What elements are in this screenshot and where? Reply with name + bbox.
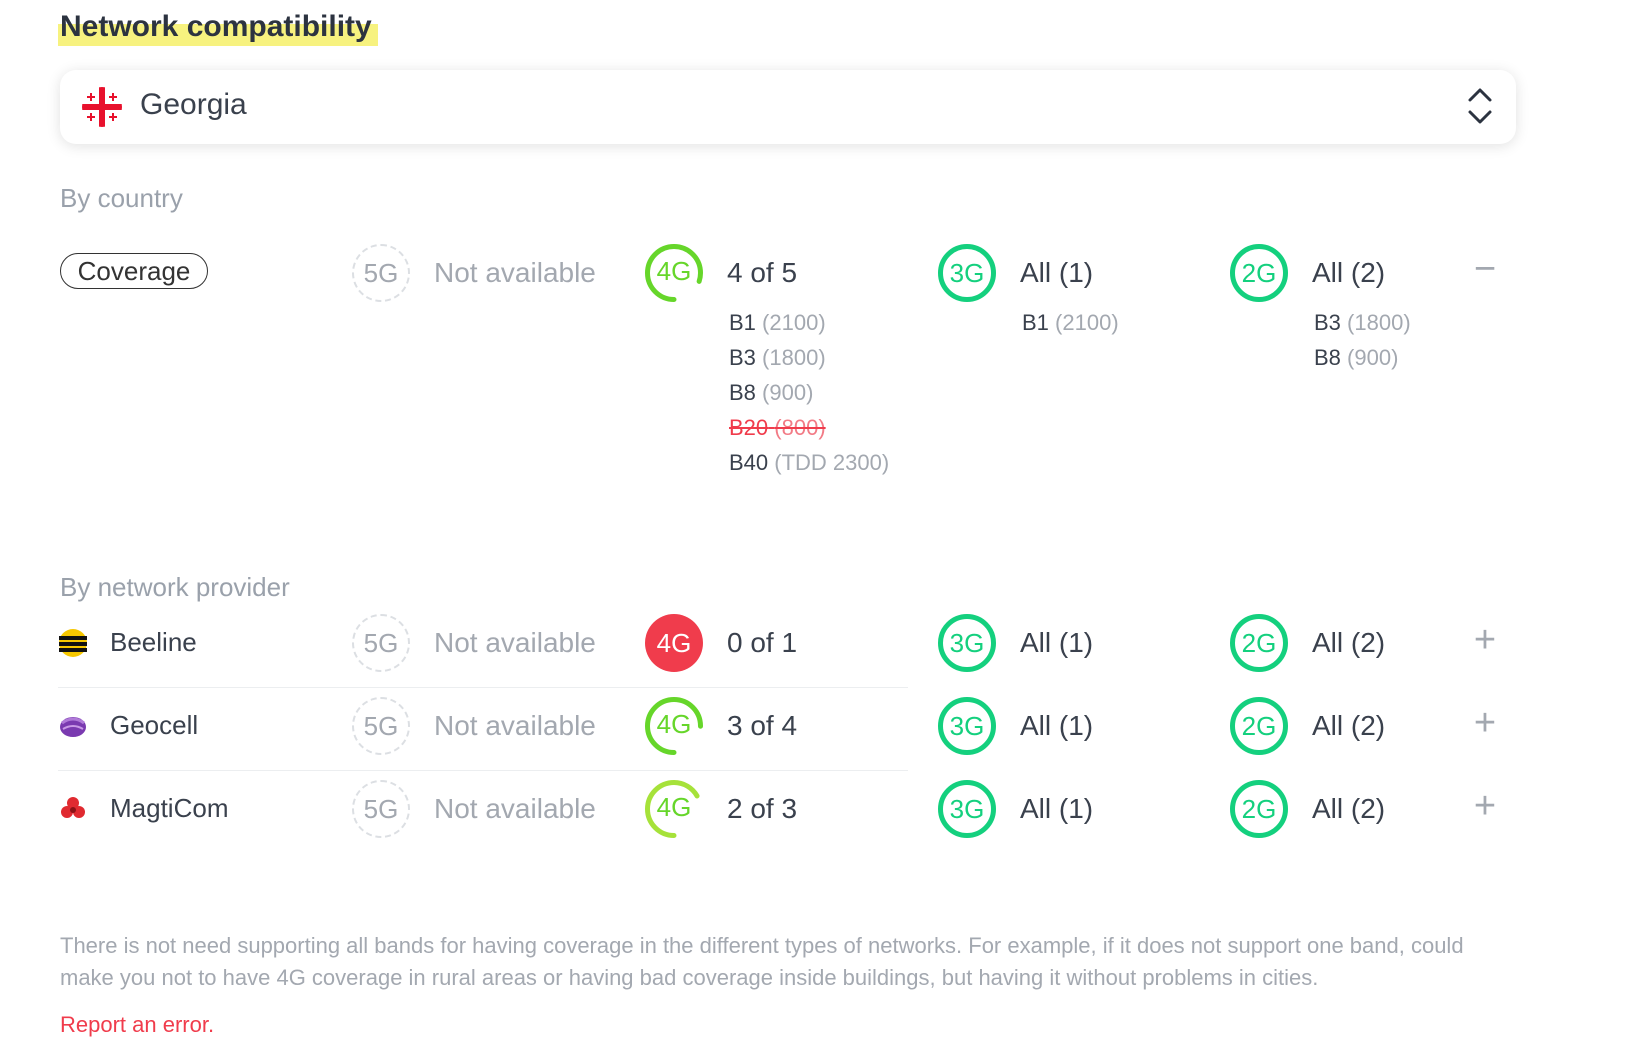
gen-4g-circle: 4G (645, 780, 703, 838)
provider-name: Geocell (110, 710, 199, 740)
gen-4g-status: 2 of 3 (727, 793, 798, 824)
collapse-toggle[interactable]: − (1473, 248, 1497, 290)
expand-toggle[interactable]: + (1473, 619, 1497, 661)
gen-4g-label: 4G (656, 256, 692, 286)
band-frequency: (1800) (762, 345, 826, 370)
gen-4g-circle: 4G (645, 697, 703, 755)
country-select[interactable]: Georgia (60, 70, 1516, 144)
gen-5g-circle: 5G (352, 780, 410, 838)
band-frequency: (1800) (1347, 310, 1411, 335)
gen-5g-circle: 5G (352, 244, 410, 302)
band-item: B1 (2100) (729, 305, 889, 340)
gen-3g-status: All (1) (1020, 257, 1094, 288)
magticom-logo-icon (58, 794, 88, 824)
band-name: B1 (729, 310, 756, 335)
coverage-note: There is not need supporting all bands f… (60, 933, 1464, 990)
gen-4g-progress-arc (645, 697, 703, 755)
georgia-flag-icon (82, 87, 122, 127)
band-frequency: (800) (774, 415, 826, 440)
band-name: B8 (729, 380, 756, 405)
row-divider (58, 687, 908, 688)
provider-name: Beeline (110, 627, 197, 657)
band-frequency: (2100) (762, 310, 826, 335)
band-name: B3 (729, 345, 756, 370)
gen-4g-progress-ring (645, 697, 703, 755)
page-title: Network compatibility (60, 10, 372, 43)
title-highlight (58, 24, 378, 46)
gen-4g-circle: 4G (645, 244, 703, 302)
band-name: B20 (729, 415, 769, 440)
gen-3g-circle: 3G (938, 697, 996, 755)
row-divider (58, 770, 908, 771)
gen-2g-status: All (2) (1312, 257, 1386, 288)
gen-5g-status: Not available (434, 257, 596, 288)
gen-4g-progress-arc (645, 244, 703, 302)
band-item: B8 (900) (1314, 340, 1411, 375)
band-name: B1 (1022, 310, 1049, 335)
gen-4g-label: 4G (656, 709, 692, 739)
gen-4g-circle: 4G (645, 614, 703, 672)
gen-5g-circle: 5G (352, 697, 410, 755)
gen-4g-progress-ring (645, 244, 703, 302)
band-frequency: (TDD 2300) (774, 450, 890, 475)
gen-2g-circle: 2G (1230, 780, 1288, 838)
gen-4g-status: 4 of 5 (727, 257, 798, 288)
gen-4g-status: 3 of 4 (727, 710, 798, 741)
gen-5g-circle: 5G (352, 614, 410, 672)
by-provider-heading: By network provider (60, 572, 290, 602)
beeline-logo-icon (58, 628, 88, 658)
band-name: B3 (1314, 310, 1341, 335)
gen-4g-progress-arc (645, 780, 703, 838)
gen-2g-status: All (2) (1312, 710, 1386, 741)
gen-2g-circle: 2G (1230, 614, 1288, 672)
band-item: B20 (800) (729, 410, 889, 445)
expand-toggle[interactable]: + (1473, 785, 1497, 827)
band-list-4g: B1 (2100) B3 (1800) B8 (900) B20 (800) B40 (… (729, 305, 889, 480)
band-item: B8 (900) (729, 375, 889, 410)
band-item: B1 (2100) (1022, 305, 1119, 340)
band-frequency: (900) (1347, 345, 1399, 370)
gen-3g-status: All (1) (1020, 627, 1094, 658)
gen-3g-circle: 3G (938, 244, 996, 302)
up-down-chevron-icon (1466, 84, 1494, 128)
gen-2g-circle: 2G (1230, 244, 1288, 302)
band-item: B40 (TDD 2300) (729, 445, 889, 480)
coverage-pill: Coverage (60, 253, 208, 289)
gen-2g-circle: 2G (1230, 697, 1288, 755)
band-list-2g: B3 (1800) B8 (900) (1314, 305, 1411, 375)
band-list-3g: B1 (2100) (1022, 305, 1119, 340)
gen-5g-status: Not available (434, 710, 596, 741)
gen-2g-status: All (2) (1312, 627, 1386, 658)
geocell-logo-icon (58, 711, 88, 741)
gen-5g-status: Not available (434, 627, 596, 658)
band-name: B40 (729, 450, 769, 475)
gen-2g-status: All (2) (1312, 793, 1386, 824)
gen-3g-circle: 3G (938, 614, 996, 672)
gen-4g-label: 4G (656, 792, 692, 822)
expand-toggle[interactable]: + (1473, 702, 1497, 744)
provider-name: MagtiCom (110, 793, 229, 823)
gen-3g-status: All (1) (1020, 710, 1094, 741)
report-error-link[interactable]: Report an error. (60, 1012, 215, 1037)
band-frequency: (2100) (1055, 310, 1119, 335)
band-frequency: (900) (762, 380, 814, 405)
gen-4g-status: 0 of 1 (727, 627, 798, 658)
gen-5g-status: Not available (434, 793, 596, 824)
band-name: B8 (1314, 345, 1341, 370)
gen-3g-status: All (1) (1020, 793, 1094, 824)
gen-3g-circle: 3G (938, 780, 996, 838)
selected-country: Georgia (140, 88, 247, 121)
by-country-heading: By country (60, 183, 183, 213)
band-item: B3 (1800) (1314, 305, 1411, 340)
band-item: B3 (1800) (729, 340, 889, 375)
gen-4g-progress-ring (645, 780, 703, 838)
